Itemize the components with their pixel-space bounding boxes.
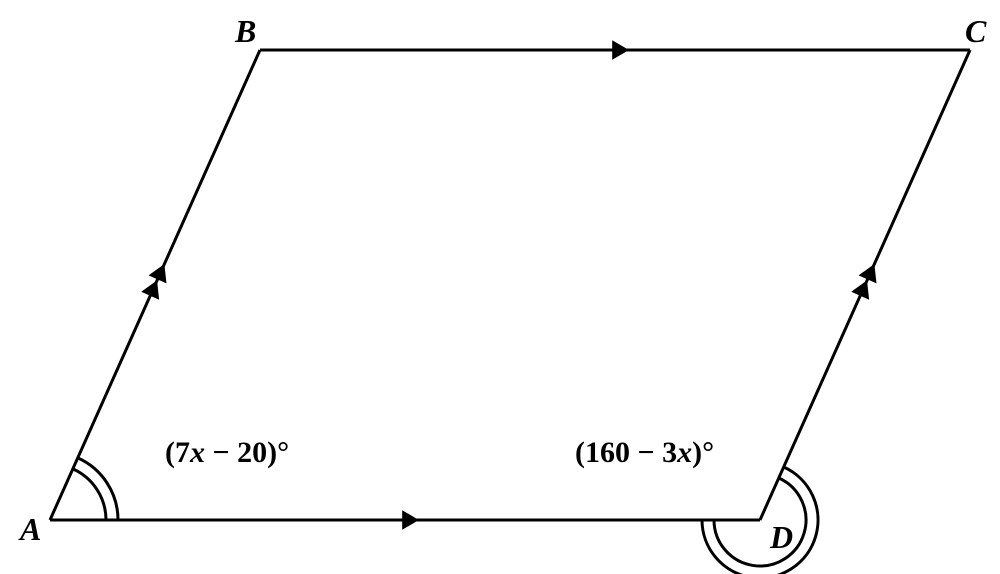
angle-label-d: (160 − 3x)° <box>575 436 714 469</box>
vertex-label: D <box>769 519 793 555</box>
vertex-label: C <box>965 13 987 49</box>
vertex-label: B <box>234 13 256 49</box>
arrow-icon <box>402 510 419 530</box>
angle-label-a: (7x − 20)° <box>165 436 289 469</box>
vertex-label: A <box>18 511 41 547</box>
parallelogram-diagram: A B C D (7x − 20)° (160 − 3x)° <box>0 0 1000 574</box>
arrow-icon <box>612 40 629 60</box>
